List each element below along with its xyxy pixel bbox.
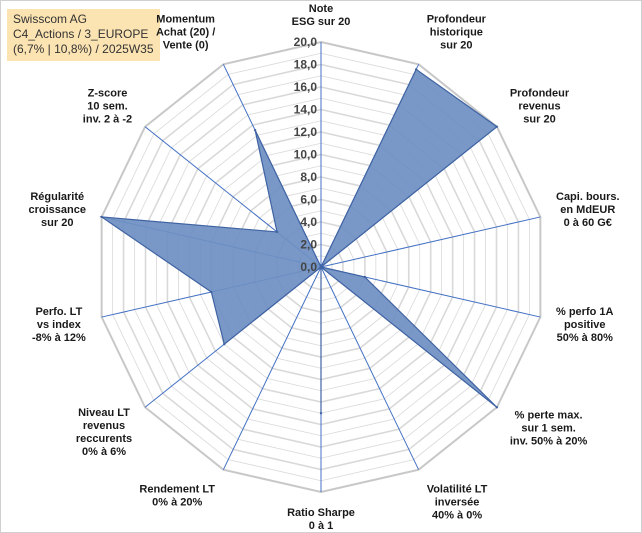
axis-label: Rendement LT0% à 20% <box>139 483 215 508</box>
axis-label-line: en MdEUR <box>560 204 615 216</box>
data-point <box>414 68 418 71</box>
axis-label-line: Volatilité LT <box>427 483 488 495</box>
series <box>99 68 499 415</box>
tick-label: 18,0 <box>294 58 318 72</box>
axis-label-line: Capi. bours. <box>556 191 620 203</box>
axis-label-line: croissance <box>29 204 86 216</box>
axis-label-line: Momentum <box>156 14 215 26</box>
axis-label-line: 40% à 0% <box>432 509 482 521</box>
axis-label-line: inv. 2 à -2 <box>83 113 132 125</box>
tick-label: 16,0 <box>294 80 318 94</box>
axis-label-line: sur 20 <box>41 217 73 229</box>
tick-label: 4,0 <box>300 215 317 229</box>
axis-label-line: Profondeur <box>427 14 487 26</box>
tick-label: 0,0 <box>300 260 317 274</box>
axis-label-line: Régularité <box>30 191 84 203</box>
axis-label-line: 0 à 60 G€ <box>564 217 612 229</box>
chart-title-box: Swisscom AG C4_Actions / 3_EUROPE (6,7% … <box>7 9 160 61</box>
axis-label-line: 0 à 1 <box>309 520 333 532</box>
spoke <box>320 266 420 470</box>
axis-label-line: -8% à 12% <box>32 332 86 344</box>
data-point <box>210 290 213 294</box>
data-point <box>363 275 367 279</box>
axis-label-line: 0% à 20% <box>152 496 202 508</box>
axis-label-line: Ratio Sharpe <box>287 507 355 519</box>
series-area <box>99 68 498 414</box>
axis-label-line: 0% à 6% <box>82 446 126 458</box>
axis-label-line: Vente (0) <box>163 40 209 52</box>
axis-label-line: ESG sur 20 <box>292 16 351 28</box>
tick-label: 8,0 <box>300 170 317 184</box>
axis-label-line: Rendement LT <box>139 483 215 495</box>
axis-label-line: reccurents <box>76 433 132 445</box>
axis-label-line: 10 sem. <box>87 100 127 112</box>
axis-label-line: revenus <box>518 100 560 112</box>
data-point <box>495 406 499 409</box>
axis-label-line: sur 20 <box>440 40 472 52</box>
axis-label-line: sur 1 sem. <box>521 423 575 435</box>
axis-label-line: Niveau LT <box>78 407 130 419</box>
axis-label-line: Achat (20) / <box>156 27 215 39</box>
axis-label-line: sur 20 <box>523 113 555 125</box>
axis-label-line: inversée <box>435 496 480 508</box>
tick-label: 6,0 <box>300 193 317 207</box>
axis-label-line: Note <box>309 3 333 15</box>
tick-label: 2,0 <box>300 238 317 252</box>
axis-label: % perte max.sur 1 sem.inv. 50% à 20% <box>510 410 588 448</box>
axis-label-line: historique <box>430 27 483 39</box>
tick-label: 20,0 <box>294 35 318 49</box>
tick-label: 14,0 <box>294 103 318 117</box>
title-company: Swisscom AG <box>13 12 88 26</box>
data-point <box>319 265 323 269</box>
axis-label-line: vs index <box>37 319 82 331</box>
axis-label-line: positive <box>564 319 606 331</box>
data-point <box>275 230 279 234</box>
tick-labels: 0,0 2,0 4,0 6,0 8,0 10,0 12,0 14,0 16,0 18,0 20,0 <box>294 35 318 274</box>
spoke <box>222 266 322 470</box>
data-point <box>223 342 226 346</box>
axis-label-line: inv. 50% à 20% <box>510 436 588 448</box>
axis-label-line: Z-score <box>88 87 128 99</box>
axis-label-line: Perfo. LT <box>35 306 82 318</box>
axis-label-line: % perte max. <box>515 410 583 422</box>
axis-label-line: % perfo 1A <box>556 306 614 318</box>
data-point <box>253 128 257 132</box>
tick-label: 12,0 <box>294 125 318 139</box>
data-point <box>495 125 499 128</box>
axis-label-line: revenus <box>83 420 125 432</box>
title-category: C4_Actions / 3_EUROPE <box>13 27 149 41</box>
title-period: (6,7% | 10,8%) / 2025W35 <box>13 42 154 56</box>
axis-label-line: Profondeur <box>510 87 570 99</box>
tick-label: 10,0 <box>294 148 318 162</box>
data-point <box>319 412 323 415</box>
axis-label-line: 50% à 80% <box>557 332 613 344</box>
data-point <box>100 215 103 219</box>
spoke <box>320 216 541 268</box>
